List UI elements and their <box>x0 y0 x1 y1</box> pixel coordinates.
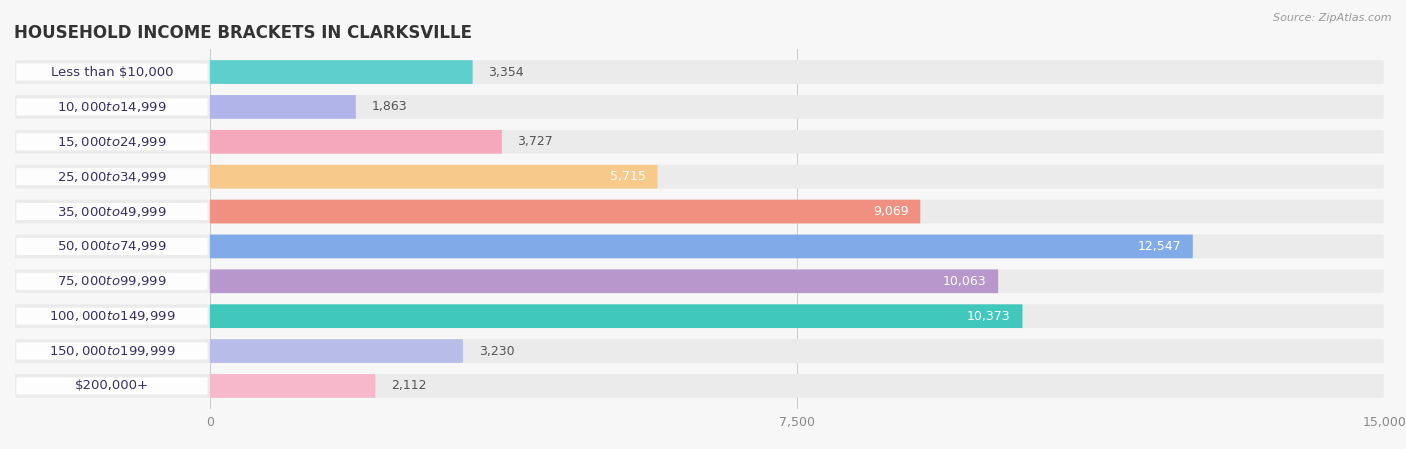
Text: 2,112: 2,112 <box>391 379 426 392</box>
Text: Less than $10,000: Less than $10,000 <box>51 66 173 79</box>
FancyBboxPatch shape <box>209 60 472 84</box>
FancyBboxPatch shape <box>15 60 1384 84</box>
Text: Source: ZipAtlas.com: Source: ZipAtlas.com <box>1274 13 1392 23</box>
FancyBboxPatch shape <box>209 339 463 363</box>
FancyBboxPatch shape <box>17 273 208 290</box>
FancyBboxPatch shape <box>15 339 1384 363</box>
FancyBboxPatch shape <box>209 304 1022 328</box>
Text: $10,000 to $14,999: $10,000 to $14,999 <box>58 100 167 114</box>
FancyBboxPatch shape <box>17 308 208 325</box>
Text: 10,063: 10,063 <box>943 275 987 288</box>
FancyBboxPatch shape <box>17 378 208 395</box>
FancyBboxPatch shape <box>15 374 1384 398</box>
Text: 9,069: 9,069 <box>873 205 908 218</box>
FancyBboxPatch shape <box>209 374 375 398</box>
Text: 3,354: 3,354 <box>488 66 524 79</box>
Text: $100,000 to $149,999: $100,000 to $149,999 <box>49 309 176 323</box>
Text: $50,000 to $74,999: $50,000 to $74,999 <box>58 239 167 253</box>
FancyBboxPatch shape <box>209 95 356 119</box>
Text: $200,000+: $200,000+ <box>75 379 149 392</box>
Text: 3,727: 3,727 <box>517 135 554 148</box>
FancyBboxPatch shape <box>17 63 208 80</box>
Text: $150,000 to $199,999: $150,000 to $199,999 <box>49 344 176 358</box>
Text: 3,230: 3,230 <box>478 344 515 357</box>
FancyBboxPatch shape <box>209 165 658 189</box>
Text: $75,000 to $99,999: $75,000 to $99,999 <box>58 274 167 288</box>
FancyBboxPatch shape <box>15 165 1384 189</box>
FancyBboxPatch shape <box>17 98 208 115</box>
FancyBboxPatch shape <box>209 200 921 224</box>
FancyBboxPatch shape <box>15 234 1384 258</box>
FancyBboxPatch shape <box>15 130 1384 154</box>
FancyBboxPatch shape <box>17 203 208 220</box>
Text: $15,000 to $24,999: $15,000 to $24,999 <box>58 135 167 149</box>
FancyBboxPatch shape <box>209 269 998 293</box>
Text: 1,863: 1,863 <box>371 101 408 114</box>
FancyBboxPatch shape <box>17 133 208 150</box>
Text: 12,547: 12,547 <box>1137 240 1181 253</box>
FancyBboxPatch shape <box>15 95 1384 119</box>
FancyBboxPatch shape <box>15 200 1384 224</box>
Text: $25,000 to $34,999: $25,000 to $34,999 <box>58 170 167 184</box>
FancyBboxPatch shape <box>15 304 1384 328</box>
Text: 5,715: 5,715 <box>610 170 645 183</box>
FancyBboxPatch shape <box>15 269 1384 293</box>
FancyBboxPatch shape <box>17 168 208 185</box>
FancyBboxPatch shape <box>209 130 502 154</box>
FancyBboxPatch shape <box>17 238 208 255</box>
Text: 10,373: 10,373 <box>967 310 1011 323</box>
FancyBboxPatch shape <box>209 234 1192 258</box>
Text: HOUSEHOLD INCOME BRACKETS IN CLARKSVILLE: HOUSEHOLD INCOME BRACKETS IN CLARKSVILLE <box>14 24 472 42</box>
FancyBboxPatch shape <box>17 343 208 360</box>
Text: $35,000 to $49,999: $35,000 to $49,999 <box>58 205 167 219</box>
